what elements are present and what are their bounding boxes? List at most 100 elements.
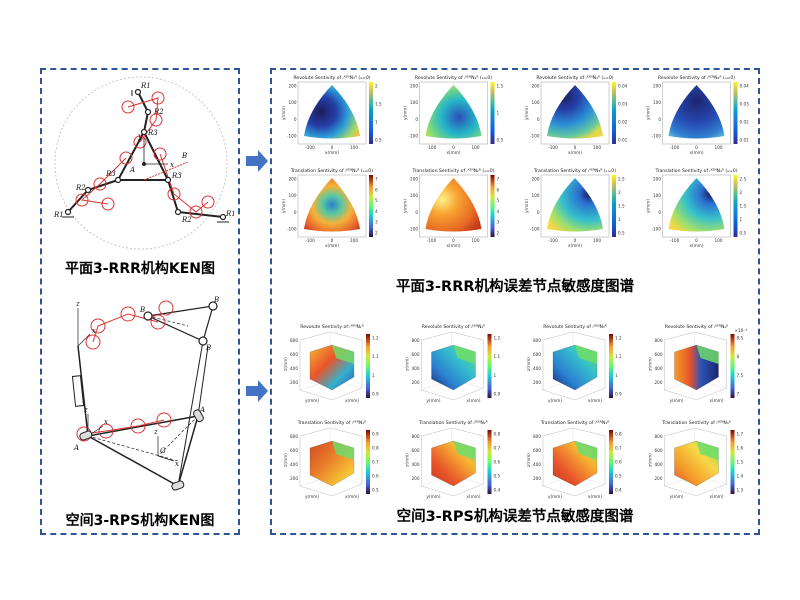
colorbar [730, 430, 735, 494]
y-tick-label: 200 [653, 177, 661, 182]
x-tick-label: -100 [305, 145, 315, 150]
y-axis-label: y(mm) [646, 106, 651, 120]
z-axis-label: z(mm) [648, 357, 653, 371]
rrr-label-r1-left: R1 [53, 211, 64, 219]
colorbar-tick-label: 1.5 [737, 460, 744, 465]
plot-title: Translation Sentivity of ᵣᴷᴱᴺN₃ᴿ [540, 420, 609, 426]
y-tick-label: 200 [653, 84, 661, 89]
rrr-label-r1-top: R1 [140, 82, 151, 90]
arrow-right-icon [246, 150, 268, 172]
colorbar-tick-label: 7 [737, 392, 740, 397]
colorbar-tick-label: 1.1 [615, 354, 622, 359]
z-tick-label: 400 [290, 462, 298, 467]
y-tick-label: 200 [410, 84, 418, 89]
colorbar-tick-label: 0.7 [372, 460, 379, 465]
x-tick-label: 100 [715, 238, 723, 243]
plot-title: Translation Sentivity of ᵣᴷᴱᴺN₄ᴿ (ₐ=0) [654, 168, 737, 174]
colorbar-tick-label: 5 [497, 198, 500, 203]
colorbar-tick-label: 1.1 [372, 354, 379, 359]
rps-label-a1: A [73, 444, 79, 452]
y-axis-label: y(mm) [281, 106, 286, 120]
x-tick-label: 100 [715, 145, 723, 150]
workspace-top-face [575, 441, 597, 460]
z-tick-label: 400 [412, 462, 420, 467]
colorbar-tick-label: 7 [497, 177, 500, 182]
z-tick-label: 600 [290, 352, 298, 357]
y-axis-label: y(mm) [403, 106, 408, 120]
z-tick-label: 800 [533, 338, 541, 343]
colorbar-tick-label: 2.5 [740, 177, 747, 182]
colorbar-tick-label: 4 [375, 209, 378, 214]
workspace-top-face [453, 345, 476, 364]
colorbar-tick-label: 1 [740, 217, 743, 222]
z-tick-label: 600 [655, 448, 663, 453]
colorbar [366, 430, 370, 494]
y-axis-label: y(mm) [427, 494, 441, 499]
y-tick-label: 0 [294, 117, 297, 122]
z-tick-label: 400 [533, 366, 541, 371]
y-tick-label: 200 [410, 177, 418, 182]
colorbar-tick-label: 0.8 [494, 432, 501, 437]
y-tick-label: 0 [415, 117, 418, 122]
workspace-surface [304, 85, 360, 139]
x-tick-label: 0 [695, 238, 698, 243]
colorbar-tick-label: 7.5 [737, 373, 744, 378]
colorbar-tick-label: 0.6 [494, 460, 501, 465]
plot-title: Revolute Sentivity of ᵣᴷᴱᴺN₃ᴿ (ₐ=0) [536, 75, 613, 81]
colorbar-tick-label: 6 [375, 187, 378, 192]
colorbar-tick-label: 2 [618, 190, 621, 195]
z-axis-label: z(mm) [648, 453, 653, 467]
x-axis-label: x(mm) [467, 398, 481, 403]
colorbar [369, 175, 373, 237]
plot-title: Translation Sentivity of ᵣᴷᴱᴺN₁ᴿ (ₐ=0) [290, 168, 373, 174]
rps-label-a2: A [199, 406, 205, 414]
colorbar-tick-label: 2 [375, 84, 378, 89]
rrr-label-a: A [129, 166, 135, 174]
colorbar-tick-label: 1.2 [494, 336, 501, 341]
colorbar-tick-label: 1 [497, 111, 500, 116]
colorbar-tick-label: 1.5 [740, 204, 747, 209]
colorbar-tick-label: 0.9 [372, 392, 379, 397]
colorbar-tick-label: 0.02 [740, 120, 750, 125]
y-tick-label: 200 [532, 84, 540, 89]
rps-label-x-mid: x [104, 418, 108, 426]
colorbar-tick-label: 0.03 [740, 102, 750, 107]
colorbar-tick-label: 0.8 [615, 432, 622, 437]
colorbar-tick-label: 1 [375, 120, 378, 125]
rrr-label-x: x [170, 161, 174, 169]
rps-sensitivity-caption: 空间3-RPS机构误差节点敏感度图谱 [396, 509, 634, 525]
arrow-right-icon [246, 380, 268, 402]
rrr-label-r2-right: R2 [181, 216, 192, 224]
x-tick-label: -100 [548, 145, 558, 150]
y-tick-label: -100 [651, 227, 661, 232]
x-tick-label: 100 [472, 145, 480, 150]
kinematic-diagram-panel [40, 68, 240, 535]
colorbar-tick-label: 0.8 [372, 446, 379, 451]
colorbar-tick-label: 2 [375, 231, 378, 236]
z-tick-label: 200 [412, 476, 420, 481]
colorbar [612, 175, 616, 237]
colorbar [490, 82, 495, 144]
y-axis-label: y(mm) [281, 199, 286, 213]
colorbar [730, 334, 735, 398]
rps-label-z-base: z [153, 428, 158, 436]
y-tick-label: -100 [651, 134, 661, 139]
rrr-label-r2-left: R2 [75, 184, 86, 192]
workspace-top-face [696, 441, 719, 460]
x-tick-label: 0 [331, 145, 334, 150]
x-tick-label: 0 [574, 145, 577, 150]
y-axis-label: y(mm) [524, 199, 529, 213]
rrr-sensitivity-caption: 平面3-RRR机构误差节点敏感度图谱 [395, 279, 635, 295]
y-tick-label: 100 [289, 100, 297, 105]
workspace-top-face [696, 345, 719, 364]
y-tick-label: 100 [410, 193, 418, 198]
y-tick-label: -100 [408, 134, 418, 139]
y-tick-label: 0 [658, 210, 661, 215]
y-tick-label: 100 [532, 100, 540, 105]
z-axis-label: z(mm) [405, 357, 410, 371]
colorbar [366, 334, 370, 398]
workspace-surface [547, 178, 603, 232]
rps-label-z-mid: z [83, 406, 88, 414]
y-tick-label: 200 [532, 177, 540, 182]
rrr-label-r1-right: R1 [225, 210, 234, 218]
